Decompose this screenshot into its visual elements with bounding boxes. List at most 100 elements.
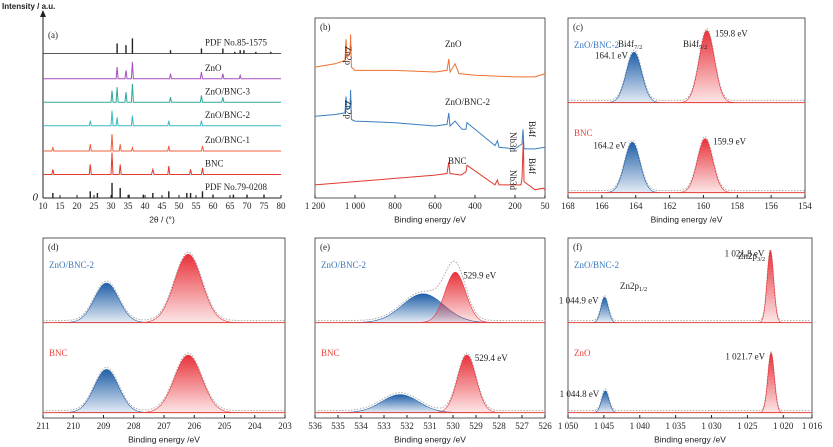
x-axis-label: Binding energy /eV <box>651 214 723 224</box>
x-tick-label: 164 <box>629 201 643 211</box>
series-label: ZnO <box>205 63 222 73</box>
series-label: ZnO/BNC-3 <box>205 86 251 96</box>
raw-envelope <box>43 251 285 322</box>
x-axis-label: Binding energy /eV <box>654 434 726 444</box>
x-tick-label: 535 <box>331 421 345 431</box>
x-tick-label: 1 045 <box>594 421 615 431</box>
x-tick-label: 205 <box>218 421 232 431</box>
raw-envelope <box>315 260 545 322</box>
fitted-peak <box>413 271 497 323</box>
annotation-subscript: 3/2 <box>757 256 765 263</box>
x-tick-label: 204 <box>248 421 262 431</box>
spectrum-line <box>314 34 546 78</box>
fitted-peak <box>133 354 243 413</box>
x-axis-label: Binding energy /eV <box>394 434 466 444</box>
annotation-text: Bi4f <box>683 39 699 49</box>
x-tick-label: 156 <box>764 201 778 211</box>
x-tick-label: 162 <box>663 201 677 211</box>
peak-label: 529.9 eV <box>463 270 496 280</box>
annotation: Zn2p3/2 <box>738 251 765 263</box>
fitted-peak <box>58 282 155 323</box>
x-tick-label: 75 <box>260 201 270 211</box>
panel-label: (b) <box>320 22 331 32</box>
x-tick-label: 206 <box>188 421 202 431</box>
peak-label: 164.1 eV <box>595 50 628 60</box>
peak-label: 529.4 eV <box>475 353 508 363</box>
peak-label: 159.8 eV <box>715 29 748 39</box>
fitted-peak <box>590 297 619 323</box>
annotation-text: Bi4f <box>618 39 634 49</box>
x-tick-label: 50 <box>175 201 185 211</box>
pattern-line <box>43 61 281 80</box>
x-tick-label: 158 <box>731 201 745 211</box>
spectrum-line <box>314 140 546 191</box>
raw-envelope <box>43 352 285 412</box>
x-tick-label: 527 <box>515 421 529 431</box>
x-tick-label: 203 <box>278 421 292 431</box>
raw-envelope <box>568 248 812 322</box>
fitted-peak <box>757 250 784 323</box>
series-label: ZnO/BNC-2 <box>205 110 250 120</box>
series-label: PDF No.79-0208 <box>205 182 268 192</box>
x-tick-label: 1 016 <box>802 421 823 431</box>
x-tick-label: 208 <box>127 421 141 431</box>
fitted-peak <box>340 293 506 323</box>
spectrum-name: ZnO/BNC-2 <box>321 260 366 270</box>
panel-label: (f) <box>573 242 582 252</box>
x-tick-label: 168 <box>561 201 575 211</box>
pattern-line <box>43 83 281 103</box>
peak-label: 1 021.8 eV <box>725 249 765 259</box>
panel-label: (c) <box>573 22 583 32</box>
annotation: Bi4f7/2 <box>618 39 642 51</box>
pattern-line <box>43 152 281 175</box>
x-tick-label: 800 <box>388 201 402 211</box>
plot-frame <box>567 17 806 199</box>
peak-label: 1 044.9 eV <box>559 295 599 305</box>
raw-envelope <box>568 349 812 412</box>
series-label: BNC <box>205 159 224 169</box>
pattern-line <box>43 110 281 127</box>
x-tick-label: 1 020 <box>773 421 794 431</box>
x-tick-label: 533 <box>377 421 391 431</box>
x-tick-label: 400 <box>468 201 482 211</box>
panel-label: (e) <box>320 242 330 252</box>
pattern-line <box>43 134 281 152</box>
annotation-subscript: 7/2 <box>634 44 642 51</box>
x-tick-label: 600 <box>428 201 442 211</box>
x-tick-label: 1 035 <box>666 421 687 431</box>
fitted-peak <box>430 354 504 413</box>
x-tick-label: 532 <box>400 421 414 431</box>
annotation: Nb3d <box>508 170 518 190</box>
annotation: Zn2p1/2 <box>620 281 647 293</box>
peak-label: 1 044.8 eV <box>560 389 600 399</box>
x-tick-label: 209 <box>97 421 111 431</box>
x-tick-label: 534 <box>354 421 368 431</box>
annotation-subscript: 5/2 <box>699 44 707 51</box>
x-tick-label: 530 <box>446 421 460 431</box>
peak-label: 159.9 eV <box>713 137 746 147</box>
fitted-peak <box>601 141 663 193</box>
peak-label: 164.2 eV <box>593 140 626 150</box>
panel-label: (a) <box>48 30 58 40</box>
x-tick-label: 528 <box>492 421 506 431</box>
x-tick-label: 1 050 <box>558 421 579 431</box>
annotation: Bi4f <box>527 121 537 137</box>
x-tick-label: 25 <box>90 201 100 211</box>
spectrum-name: ZnO/BNC-2 <box>49 260 94 270</box>
x-tick-label: 40 <box>141 201 151 211</box>
x-tick-label: 70 <box>243 201 253 211</box>
annotation-subscript: 1/2 <box>639 286 647 293</box>
spectrum-name: ZnO/BNC-2 <box>574 260 619 270</box>
plot-frame <box>567 237 813 419</box>
annotation-text: Zn2p <box>620 281 639 291</box>
spectrum-name: BNC <box>321 348 340 358</box>
fitted-peak <box>58 369 155 413</box>
x-tick-label: 531 <box>423 421 437 431</box>
series-label: PDF No.85-1575 <box>205 38 268 48</box>
annotation: Bi4f5/2 <box>683 39 707 51</box>
x-tick-label: 1 030 <box>701 421 722 431</box>
x-tick-label: 15 <box>56 201 66 211</box>
x-tick-label: 45 <box>158 201 168 211</box>
fitted-peak <box>133 253 243 323</box>
